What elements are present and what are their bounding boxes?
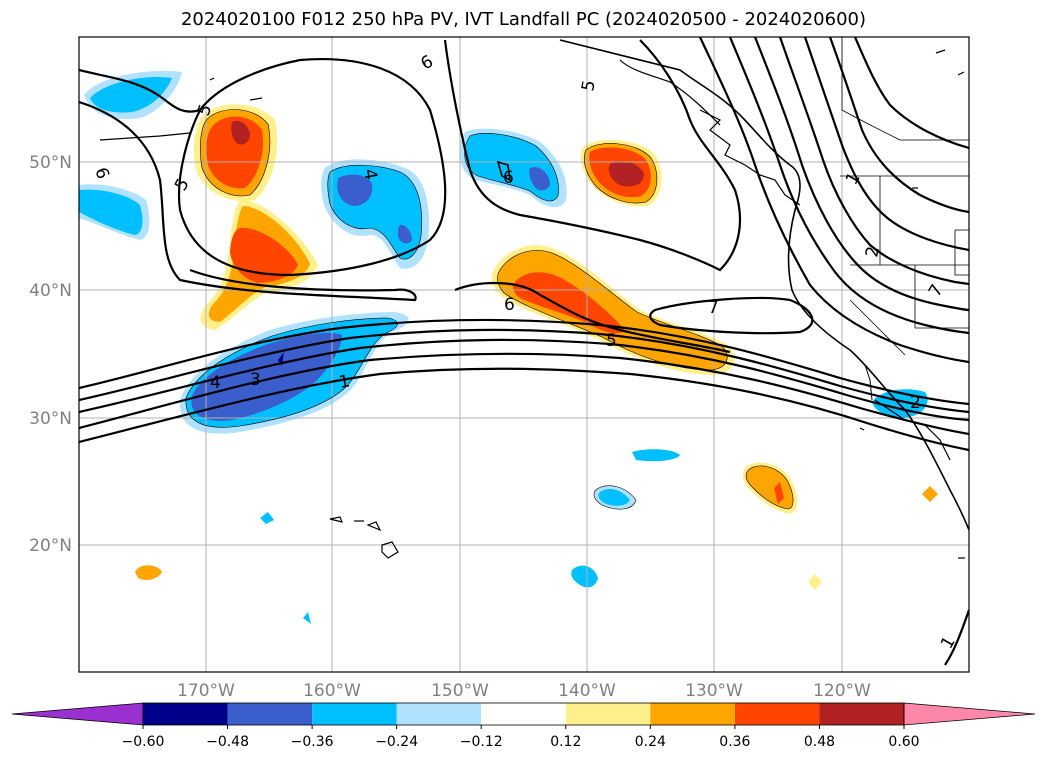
contour-band-4 bbox=[79, 352, 969, 436]
positive-anomaly-small-2 bbox=[135, 565, 162, 580]
colorbar-tick-label: −0.12 bbox=[460, 734, 503, 750]
colorbar-bin bbox=[396, 703, 482, 725]
contours bbox=[79, 37, 969, 666]
contour-band-5 bbox=[79, 367, 969, 452]
colorbar-bin bbox=[734, 703, 820, 725]
longitude-axis: 170°W 160°W 150°W 140°W 130°W 120°W bbox=[177, 681, 871, 701]
contour-ridge-5 bbox=[803, 37, 969, 252]
lon-label-140w: 140°W bbox=[558, 681, 616, 701]
contour-closed-7 bbox=[649, 296, 814, 335]
colorbar-bin bbox=[143, 703, 228, 725]
gridlines bbox=[79, 37, 969, 672]
contour-ridge-4 bbox=[778, 37, 969, 286]
colorbar-tick-label: −0.60 bbox=[122, 734, 165, 750]
colorbar-bin bbox=[819, 703, 904, 725]
lat-label-50n: 50°N bbox=[29, 153, 72, 173]
contour-se-bottom bbox=[944, 609, 969, 666]
contour-band-2 bbox=[79, 328, 969, 414]
negative-anomaly-west-core bbox=[79, 189, 143, 235]
positive-anomaly-central-core bbox=[513, 272, 625, 334]
map-area bbox=[79, 37, 969, 672]
contour-label: 7 bbox=[708, 298, 719, 318]
negative-anomaly-small-5 bbox=[260, 512, 274, 524]
contour-label: 2 bbox=[910, 393, 921, 413]
colorbar-bin bbox=[227, 703, 313, 725]
lon-label-130w: 130°W bbox=[685, 681, 743, 701]
contour-closed-nw-outer bbox=[79, 100, 417, 302]
colorbar-bin bbox=[565, 703, 651, 725]
lon-label-150w: 150°W bbox=[431, 681, 489, 701]
colorbar-bin bbox=[481, 703, 566, 725]
positive-anomaly-small-4 bbox=[922, 486, 938, 502]
contour-ridge-2 bbox=[728, 37, 969, 335]
colorbar-frame bbox=[142, 702, 905, 726]
negative-anomaly-north-east-core bbox=[529, 167, 550, 191]
contour-closed-nw bbox=[178, 58, 447, 277]
negative-anomaly-small-3 bbox=[571, 565, 598, 588]
contour-label: 5 bbox=[578, 79, 600, 93]
negative-anomaly-small-1-core bbox=[598, 488, 630, 506]
contour-label: 4 bbox=[359, 167, 381, 181]
contour-band-3 bbox=[79, 338, 969, 422]
negative-anomaly-central-core bbox=[191, 332, 342, 421]
contour-closed-north bbox=[443, 39, 742, 272]
contour-center bbox=[454, 282, 731, 354]
map-title: 2024020100 F012 250 hPa PV, IVT Landfall… bbox=[180, 9, 867, 30]
positive-anomaly-small-1-core bbox=[774, 482, 784, 504]
colorbar-tick-label: 0.24 bbox=[635, 734, 666, 750]
colorbar-extend-low bbox=[11, 702, 144, 726]
contour-small-oval bbox=[496, 160, 511, 182]
colorbar-tick-label: 0.48 bbox=[804, 734, 835, 750]
positive-anomaly-west-central-core bbox=[230, 227, 298, 283]
lat-label-20n: 20°N bbox=[29, 536, 72, 556]
colorbar-extend-high bbox=[903, 702, 1036, 726]
colorbar-tick-label: −0.48 bbox=[206, 734, 249, 750]
negative-anomaly-small-2 bbox=[632, 449, 680, 462]
positive-anomaly-north-east-peak bbox=[608, 161, 644, 187]
lat-label-40n: 40°N bbox=[29, 281, 72, 301]
colorbar-tick-label: 0.12 bbox=[550, 734, 581, 750]
positive-anomaly-small-3 bbox=[808, 574, 822, 590]
colorbar-tick-label: −0.24 bbox=[375, 734, 418, 750]
contour-label: 3 bbox=[250, 370, 261, 390]
pv-shading bbox=[79, 70, 938, 624]
map-frame bbox=[78, 36, 970, 673]
colorbar-bin bbox=[650, 703, 735, 725]
contour-label: 4 bbox=[210, 373, 221, 393]
contour-ridge-3 bbox=[753, 37, 969, 312]
negative-anomaly-small-6 bbox=[303, 612, 311, 624]
colorbar-tick-label: 0.60 bbox=[888, 734, 919, 750]
pv-outlines bbox=[185, 109, 794, 510]
colorbar-tick-label: 0.36 bbox=[719, 734, 750, 750]
contour-outer-nw bbox=[79, 68, 201, 113]
negative-anomaly-nw-core bbox=[90, 76, 172, 113]
contour-band-1 bbox=[79, 318, 969, 406]
lon-label-160w: 160°W bbox=[303, 681, 361, 701]
contour-label: 1 bbox=[337, 371, 351, 393]
latitude-axis: 50°N 40°N 30°N 20°N bbox=[29, 153, 72, 556]
contour-label: 6 bbox=[504, 295, 515, 315]
contour-ridge-6 bbox=[828, 37, 969, 214]
contour-ridge-1 bbox=[699, 37, 969, 364]
positive-anomaly-north-peak bbox=[231, 120, 250, 145]
islands bbox=[99, 49, 965, 559]
lat-label-30n: 30°N bbox=[29, 409, 72, 429]
contour-label: 5 bbox=[606, 331, 617, 351]
colorbar-tick-label: −0.36 bbox=[291, 734, 334, 750]
lon-label-120w: 120°W bbox=[813, 681, 871, 701]
contour-label: 2 bbox=[862, 245, 884, 259]
colorbar-bin bbox=[312, 703, 397, 725]
contour-label: 6 bbox=[503, 168, 514, 188]
contour-ridge-7 bbox=[853, 37, 969, 150]
lon-label-170w: 170°W bbox=[177, 681, 235, 701]
negative-anomaly-north-central-core bbox=[337, 174, 412, 244]
colorbar: −0.60 −0.48 −0.36 −0.24 −0.12 0.12 0.24 0.36 0.4… bbox=[11, 702, 1036, 750]
